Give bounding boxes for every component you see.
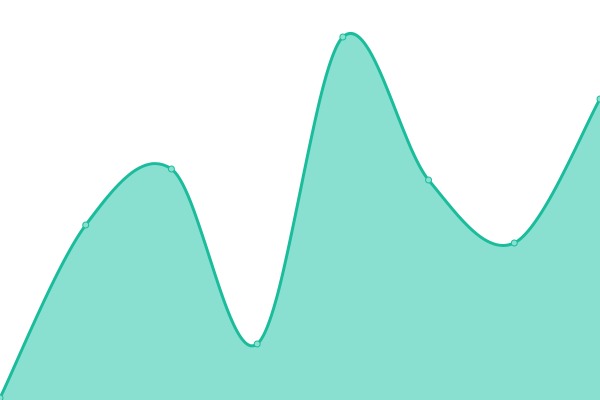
- data-point-3: [253, 340, 261, 348]
- data-point-1: [82, 221, 90, 229]
- data-point-4: [339, 33, 347, 41]
- data-point-7: [596, 95, 600, 103]
- data-point-0: [0, 394, 4, 400]
- data-points: [0, 33, 600, 400]
- data-point-6: [510, 239, 518, 247]
- area-fill: [0, 33, 600, 400]
- series-line: [0, 32, 600, 399]
- data-point-2: [167, 165, 175, 173]
- data-point-5: [425, 176, 433, 184]
